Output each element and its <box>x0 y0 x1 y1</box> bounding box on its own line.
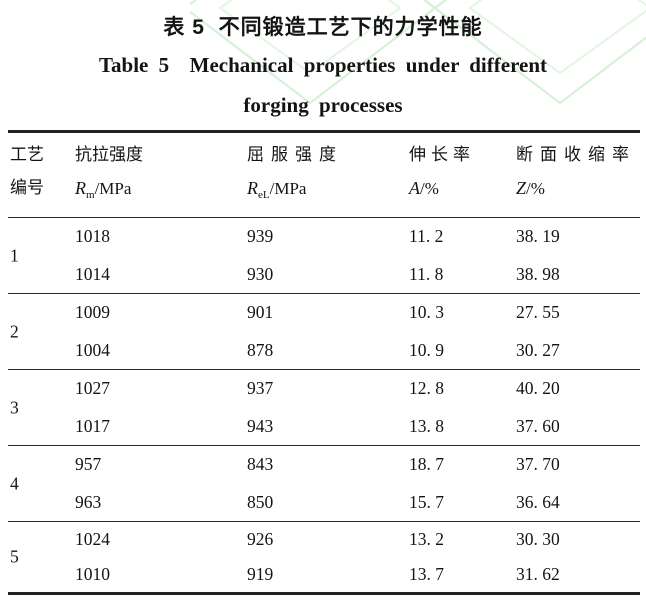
cell-reduction: 36. 64 <box>516 491 560 512</box>
cell-elongation: 10. 3 <box>409 302 444 322</box>
cell-elongation: 10. 9 <box>409 339 444 360</box>
table-row: 1010 919 13. 7 31. 62 <box>8 557 640 592</box>
col-header-process-line2: 编号 <box>10 178 44 197</box>
cell-tensile: 1017 <box>75 415 110 436</box>
cell-reduction: 38. 98 <box>516 263 560 284</box>
cell-elongation: 13. 8 <box>409 415 444 436</box>
cell-yield: 937 <box>247 378 274 398</box>
cell-yield: 901 <box>247 302 274 322</box>
cell-yield: 843 <box>247 454 274 474</box>
col-header-tensile-symbol: Rm/MPa <box>75 178 132 201</box>
table-title-en-line1: Table 5 Mechanical properties under diff… <box>98 53 548 77</box>
cell-tensile: 957 <box>75 454 102 474</box>
table-row: 1024 926 13. 2 30. 30 <box>8 522 640 557</box>
cell-elongation: 11. 2 <box>409 226 444 246</box>
table-row: 963 850 15. 7 36. 64 <box>8 484 640 522</box>
cell-tensile: 1010 <box>75 564 110 584</box>
cell-tensile: 1014 <box>75 263 110 284</box>
col-header-process-line1: 工艺 <box>10 145 44 164</box>
process-group-3: 3 1027 937 12. 8 40. 20 1017 943 13. 8 3… <box>8 370 640 446</box>
col-header-elongation-symbol: A/% <box>409 178 439 198</box>
cell-elongation: 11. 8 <box>409 263 444 284</box>
cell-yield: 878 <box>247 339 274 360</box>
cell-elongation: 15. 7 <box>409 491 444 512</box>
cell-reduction: 31. 62 <box>516 564 560 584</box>
cell-elongation: 18. 7 <box>409 454 444 474</box>
table-row: 1004 878 10. 9 30. 27 <box>8 332 640 370</box>
cell-tensile: 1027 <box>75 378 110 398</box>
process-group-1: 1 1018 939 11. 2 38. 19 1014 930 11. 8 3… <box>8 218 640 294</box>
process-group-5: 5 1024 926 13. 2 30. 30 1010 919 13. 7 3… <box>8 522 640 592</box>
col-header-yield-strength: 屈服强度 <box>247 145 343 164</box>
cell-yield: 926 <box>247 529 274 549</box>
cell-reduction: 27. 55 <box>516 302 560 322</box>
process-number: 2 <box>10 320 19 341</box>
table-row: 1009 901 10. 3 27. 55 <box>8 294 640 332</box>
cell-tensile: 1009 <box>75 302 110 322</box>
col-header-reduction-symbol: Z/% <box>516 178 545 198</box>
col-header-yield-symbol: ReL/MPa <box>247 178 307 201</box>
cell-yield: 850 <box>247 491 274 512</box>
table-row: 1027 937 12. 8 40. 20 <box>8 370 640 408</box>
cell-tensile: 1018 <box>75 226 110 246</box>
process-number: 5 <box>10 546 19 567</box>
table-top-rule <box>8 130 640 133</box>
process-number: 4 <box>10 472 19 493</box>
cell-reduction: 30. 30 <box>516 529 560 549</box>
cell-reduction: 37. 70 <box>516 454 560 474</box>
table-row: 1017 943 13. 8 37. 60 <box>8 408 640 446</box>
cell-reduction: 40. 20 <box>516 378 560 398</box>
cell-yield: 939 <box>247 226 274 246</box>
process-group-2: 2 1009 901 10. 3 27. 55 1004 878 10. 9 3… <box>8 294 640 370</box>
table-title-en-line2: forging processes <box>243 93 403 117</box>
cell-tensile: 1024 <box>75 529 110 549</box>
cell-reduction: 30. 27 <box>516 339 560 360</box>
cell-elongation: 12. 8 <box>409 378 444 398</box>
cell-tensile: 963 <box>75 491 102 512</box>
cell-tensile: 1004 <box>75 339 110 360</box>
process-number: 1 <box>10 244 19 265</box>
cell-yield: 930 <box>247 263 274 284</box>
cell-yield: 919 <box>247 564 274 584</box>
data-table: 工艺 编号 抗拉强度 Rm/MPa 屈服强度 ReL/MPa 伸长率 A/% 断… <box>8 130 640 595</box>
cell-reduction: 38. 19 <box>516 226 560 246</box>
table-title-zh: 表 5 不同锻造工艺下的力学性能 <box>163 16 483 39</box>
cell-elongation: 13. 7 <box>409 564 444 584</box>
process-group-4: 4 957 843 18. 7 37. 70 963 850 15. 7 36.… <box>8 446 640 522</box>
process-number: 3 <box>10 396 19 417</box>
col-header-elongation: 伸长率 <box>409 145 475 164</box>
table-bottom-rule <box>8 592 640 595</box>
cell-yield: 943 <box>247 415 274 436</box>
table-row: 1014 930 11. 8 38. 98 <box>8 256 640 294</box>
table-header-row: 工艺 编号 抗拉强度 Rm/MPa 屈服强度 ReL/MPa 伸长率 A/% 断… <box>8 133 640 218</box>
table-row: 957 843 18. 7 37. 70 <box>8 446 640 484</box>
col-header-tensile-strength: 抗拉强度 <box>75 145 143 164</box>
table-row: 1018 939 11. 2 38. 19 <box>8 218 640 256</box>
col-header-reduction-of-area: 断面收缩率 <box>516 145 636 164</box>
cell-reduction: 37. 60 <box>516 415 560 436</box>
cell-elongation: 13. 2 <box>409 529 444 549</box>
